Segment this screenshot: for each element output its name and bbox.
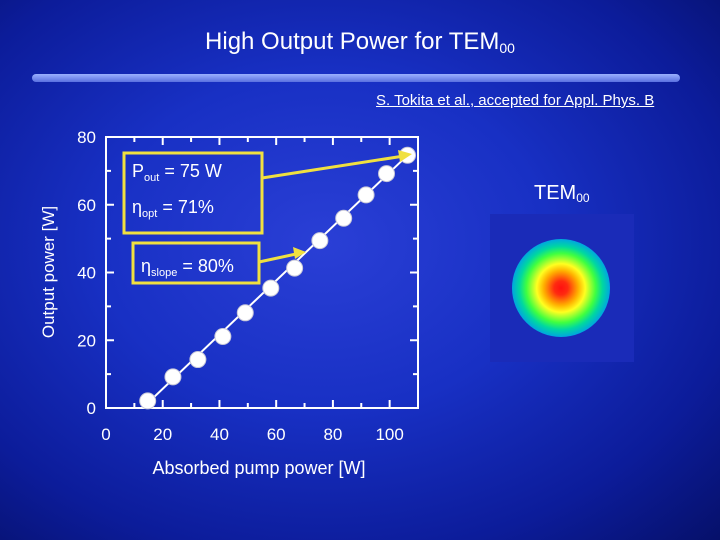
pout-subscript: out — [144, 172, 159, 184]
x-tick-label: 80 — [323, 425, 342, 444]
slope-eta: η — [141, 256, 151, 276]
y-tick-label: 80 — [77, 128, 96, 147]
page-title-subscript: 00 — [499, 40, 515, 56]
x-tick-label: 0 — [101, 425, 110, 444]
chart-tick-labels: 0 20 40 60 80 100 0 20 40 60 80 — [77, 128, 404, 444]
title-divider — [32, 74, 680, 82]
x-tick-label: 40 — [210, 425, 229, 444]
reference-link[interactable]: S. Tokita et al., accepted for Appl. Phy… — [376, 92, 655, 109]
data-point — [189, 351, 207, 369]
data-point — [139, 392, 157, 410]
data-point — [311, 232, 329, 250]
data-points — [139, 146, 417, 410]
opt-value: = 71% — [157, 197, 214, 217]
pout-annotation: Pout = 75 W — [132, 161, 222, 184]
chart-ticks — [105, 136, 419, 409]
opt-subscript: opt — [142, 208, 157, 220]
pout-value: = 75 W — [159, 161, 222, 181]
y-axis-label: Output power [W] — [39, 206, 58, 338]
opt-annotation: ηopt = 71% — [132, 197, 214, 220]
pout-arrowhead — [398, 150, 412, 162]
data-point — [214, 328, 232, 346]
slope-arrow — [258, 252, 297, 264]
beam-spot — [512, 239, 610, 337]
slope-annotation-box — [131, 241, 261, 285]
data-point — [262, 279, 280, 297]
pout-label: P — [132, 161, 144, 181]
data-point — [378, 165, 396, 183]
pout-arrow — [261, 154, 405, 180]
page-title: High Output Power for TEM00 — [0, 28, 720, 56]
data-point — [335, 209, 353, 227]
data-point — [286, 259, 304, 277]
x-tick-label: 20 — [153, 425, 172, 444]
beam-profile-label: TEM00 — [534, 182, 590, 205]
data-point — [357, 186, 375, 204]
pout-annotation-box — [122, 151, 264, 235]
x-tick-label: 100 — [375, 425, 403, 444]
beam-profile-image — [490, 214, 634, 362]
y-tick-label: 40 — [77, 264, 96, 283]
x-axis-label: Absorbed pump power [W] — [152, 458, 365, 478]
slope-arrowhead — [293, 247, 306, 259]
page-title-main: High Output Power for TEM — [205, 28, 500, 55]
x-tick-label: 60 — [267, 425, 286, 444]
y-tick-label: 0 — [87, 399, 96, 418]
slope-annotation: ηslope = 80% — [141, 256, 234, 279]
slope-subscript: slope — [151, 267, 177, 279]
data-point — [164, 368, 182, 386]
y-tick-label: 20 — [77, 331, 96, 350]
opt-eta: η — [132, 197, 142, 217]
beam-label-main: TEM — [534, 182, 577, 204]
beam-label-subscript: 00 — [576, 191, 590, 205]
data-point — [236, 304, 254, 322]
y-tick-label: 60 — [77, 196, 96, 215]
slope-value: = 80% — [177, 256, 234, 276]
